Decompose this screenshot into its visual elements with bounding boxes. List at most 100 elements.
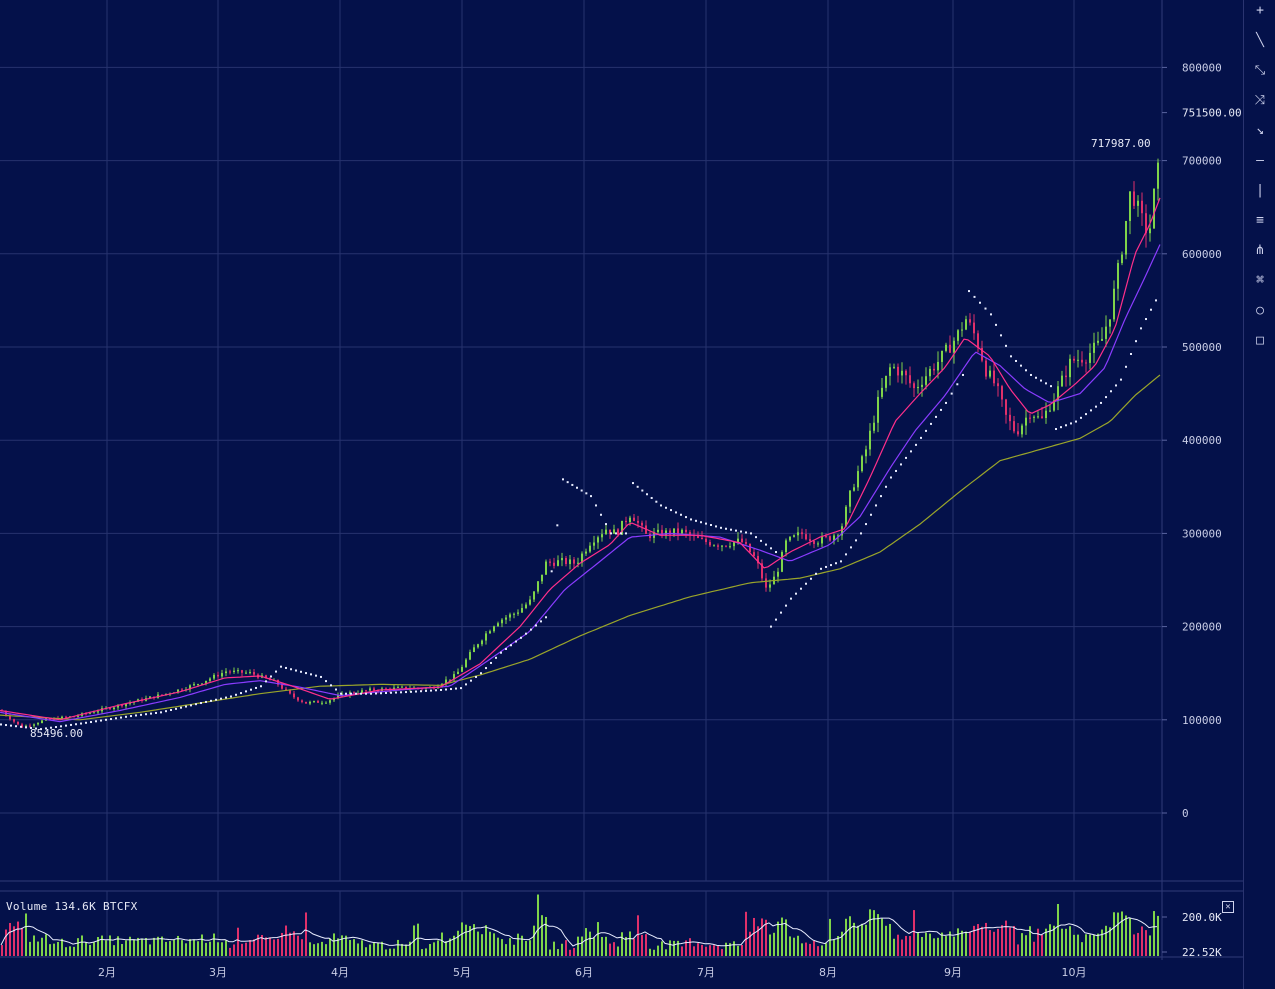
volume-bar xyxy=(841,931,843,956)
rectangle-tool-icon[interactable]: □ xyxy=(1256,333,1264,348)
candle-body xyxy=(489,631,491,634)
candle-body xyxy=(925,376,927,385)
volume-bar xyxy=(285,925,287,956)
volume-bar xyxy=(993,931,995,956)
volume-bar xyxy=(181,940,183,956)
sar-dot xyxy=(210,699,212,702)
sar-dot xyxy=(655,500,658,503)
volume-bar xyxy=(493,933,495,956)
volume-bar xyxy=(685,940,687,956)
y-tick-label: 300000 xyxy=(1182,527,1222,540)
volume-bar xyxy=(709,945,711,956)
volume-bar xyxy=(121,944,123,956)
sar-dot xyxy=(875,504,877,507)
sar-dot xyxy=(145,713,147,716)
candle-body xyxy=(1045,410,1047,419)
volume-bar xyxy=(721,949,723,956)
candle-body xyxy=(1073,358,1075,361)
volume-bar xyxy=(557,949,559,956)
volume-bar xyxy=(989,930,991,956)
volume-bar xyxy=(929,933,931,956)
arrow-tool-icon[interactable]: ↘ xyxy=(1256,123,1264,138)
sar-dot xyxy=(800,587,802,590)
candle-body xyxy=(813,540,815,544)
sar-dot xyxy=(1000,334,1002,337)
sar-dot xyxy=(170,709,172,712)
volume-bar xyxy=(449,938,451,956)
candle-body xyxy=(589,545,591,552)
ma-fast-line xyxy=(0,197,1161,721)
pitchfork-tool-icon[interactable]: ⋔ xyxy=(1254,243,1266,258)
fibonacci-tool-icon[interactable]: ⌘ xyxy=(1256,273,1264,288)
sar-dot xyxy=(825,565,827,568)
volume-bar xyxy=(1081,942,1083,956)
candle-body xyxy=(749,543,751,553)
sar-dot xyxy=(160,711,162,714)
candle-body xyxy=(737,538,739,543)
candle-body xyxy=(725,545,727,547)
volume-close-icon[interactable]: ✕ xyxy=(1222,901,1234,913)
candle-body xyxy=(625,520,627,523)
sar-dot xyxy=(285,666,287,669)
volume-bar xyxy=(5,929,7,956)
candle-body xyxy=(485,633,487,641)
volume-bar xyxy=(465,924,467,956)
candle-body xyxy=(901,370,903,376)
candle-body xyxy=(677,528,679,534)
ma-slow-line xyxy=(0,374,1161,721)
volume-bar xyxy=(257,934,259,956)
candle-body xyxy=(205,680,207,684)
candle-body xyxy=(629,517,631,523)
candle-body xyxy=(841,526,843,536)
volume-bar xyxy=(749,931,751,956)
candle-body xyxy=(281,684,283,689)
sar-dot xyxy=(865,523,867,526)
y-tick-label: 100000 xyxy=(1182,714,1222,727)
volume-bar xyxy=(233,944,235,956)
candle-body xyxy=(957,330,959,341)
ray-tool-icon[interactable]: ⤡ xyxy=(1254,63,1266,78)
candle-body xyxy=(477,644,479,648)
candle-body xyxy=(701,537,703,539)
sar-dot xyxy=(30,726,32,729)
volume-bar xyxy=(61,938,63,956)
crosshair-tool-icon[interactable]: + xyxy=(1256,3,1264,18)
sar-dot xyxy=(1015,359,1017,362)
volume-bar xyxy=(881,918,883,956)
sar-dot xyxy=(973,295,976,298)
volume-bar xyxy=(133,939,135,956)
volume-bar xyxy=(1065,928,1067,956)
circle-tool-icon[interactable]: ○ xyxy=(1256,303,1264,318)
sar-dot xyxy=(675,511,677,514)
candle-body xyxy=(989,370,991,377)
sar-dot xyxy=(962,373,964,376)
volume-bar xyxy=(897,934,899,956)
sar-dot xyxy=(685,516,687,519)
parallel-channel-tool-icon[interactable]: ≡ xyxy=(1256,213,1264,228)
sar-dot xyxy=(605,523,607,526)
sar-dot xyxy=(610,532,612,535)
sar-dot xyxy=(115,717,117,720)
sar-dot xyxy=(310,673,312,676)
candle-body xyxy=(981,347,983,361)
vertical-line-tool-icon[interactable]: | xyxy=(1256,183,1264,198)
sar-dot xyxy=(968,290,970,293)
volume-bar xyxy=(605,936,607,956)
price-chart[interactable]: 2月 3月 4月 5月 6月 7月 8月 9月 10月 0 100000 200000 300000 40… xyxy=(0,0,1243,989)
candle-body xyxy=(709,542,711,546)
volume-bar xyxy=(1073,934,1075,956)
candle-body xyxy=(333,698,335,701)
volume-bar xyxy=(157,936,159,956)
candle-body xyxy=(545,561,547,575)
x-tick-label: 9月 xyxy=(944,966,962,979)
candle-body xyxy=(889,367,891,376)
extended-line-tool-icon[interactable]: ⤨ xyxy=(1254,93,1266,108)
volume-bar xyxy=(1133,934,1135,956)
sar-dot xyxy=(220,697,222,700)
sar-dot xyxy=(720,526,722,529)
candle-body xyxy=(713,545,715,547)
horizontal-line-tool-icon[interactable]: — xyxy=(1256,153,1264,168)
candle-body xyxy=(1077,359,1079,361)
sar-dot xyxy=(500,651,502,654)
trend-line-tool-icon[interactable]: ╲ xyxy=(1256,33,1264,48)
